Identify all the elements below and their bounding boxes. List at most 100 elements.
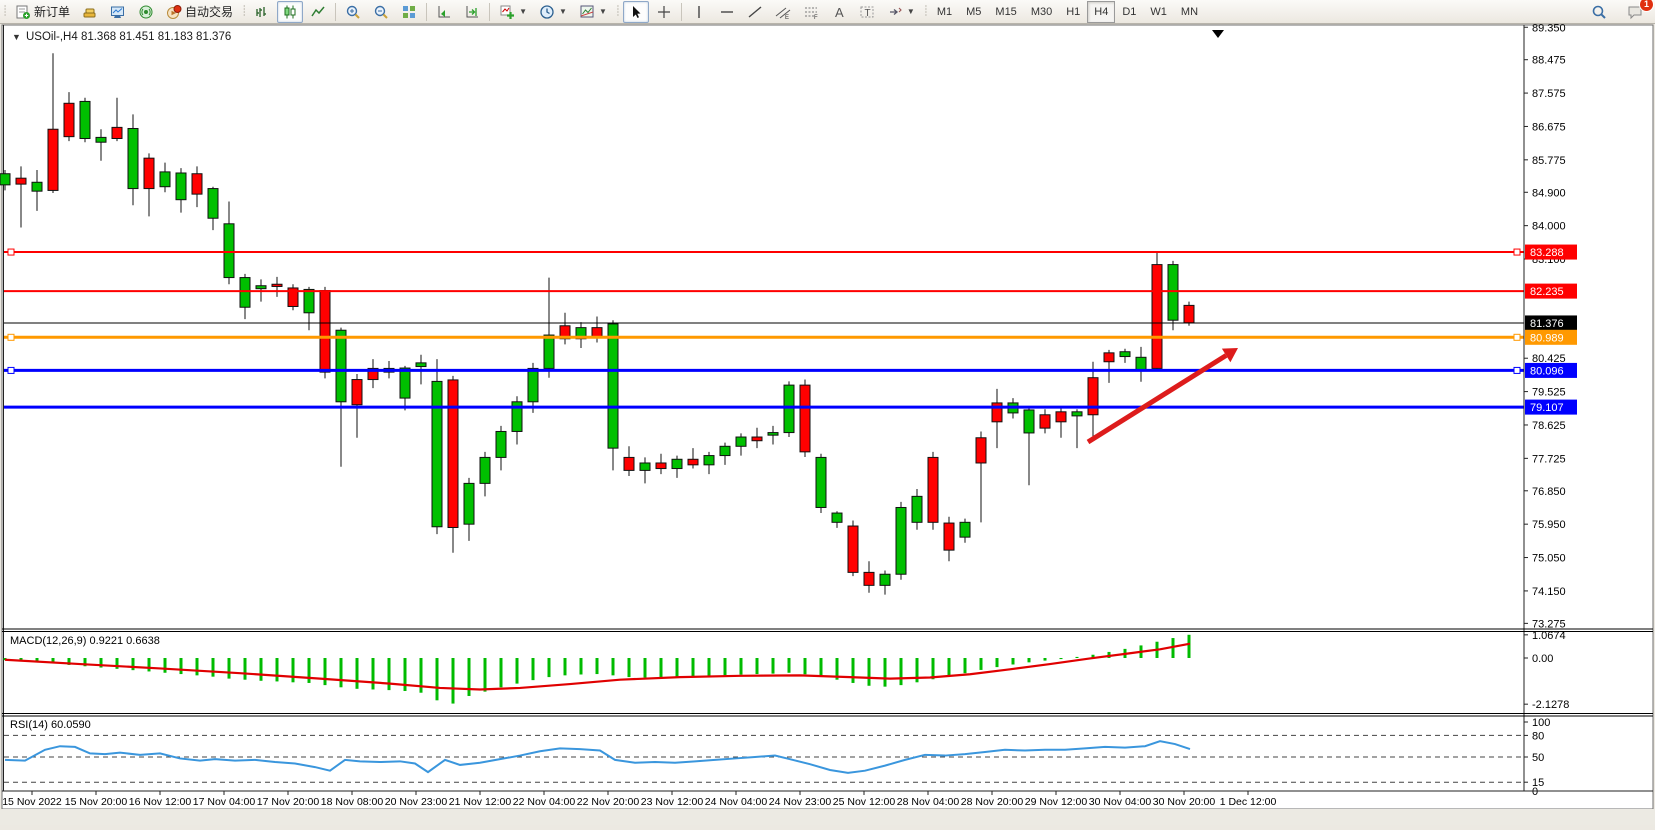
timeframe-H1-button[interactable]: H1 [1066, 5, 1081, 18]
price-badge [1525, 362, 1577, 378]
timeframe-M30-button[interactable]: M30 [1030, 5, 1053, 18]
zoom-in-button[interactable] [340, 1, 366, 23]
hline-objects-layer[interactable] [4, 248, 1524, 409]
chevron-down-icon: ▼ [906, 7, 915, 16]
price-tick-label: 84.900 [1532, 187, 1566, 199]
macd-panel[interactable]: MACD(12,26,9) 0.9221 0.6638 1.0674 0.00 -2.… [3, 630, 1569, 711]
line-handle[interactable] [7, 248, 15, 256]
timeframe-H4-button[interactable]: H4 [1087, 0, 1116, 23]
auto-scroll-button[interactable] [431, 1, 457, 23]
add-indicator-button[interactable]: ▼ [494, 1, 532, 23]
new-order-label: 新订单 [34, 5, 71, 19]
search-button[interactable] [1586, 1, 1612, 23]
shiftend-icon [464, 4, 480, 20]
chart-window[interactable]: ▼ USOil-,H4 81.368 81.451 81.183 81.376 89… [0, 22, 1655, 825]
new-order-button[interactable]: 新订单 [10, 1, 75, 23]
macd-tick-label: 1.0674 [1532, 630, 1566, 642]
clock-icon [539, 4, 555, 20]
bars-icon [254, 4, 270, 20]
arrows-button[interactable]: ▼ [882, 1, 920, 23]
toolbar-separator [426, 2, 428, 21]
timeframe-M1-button[interactable]: M1 [936, 5, 953, 18]
symbol-title: ▼ USOil-,H4 81.368 81.451 81.183 81.376 [12, 31, 231, 43]
time-axis[interactable]: 15 Nov 2022 15 Nov 20:00 16 Nov 12:00 17 No… [2, 790, 1653, 808]
charts-stack-button[interactable] [77, 1, 103, 23]
autotrading-button[interactable]: 自动交易 [161, 1, 238, 23]
search-icon [1591, 4, 1607, 20]
line-handle[interactable] [1513, 248, 1521, 256]
timeframe-W1-button[interactable]: W1 [1150, 5, 1167, 18]
time-axis-label: 17 Nov 20:00 [257, 796, 320, 808]
macd-tick-label: 0.00 [1532, 653, 1553, 665]
line-handle[interactable] [7, 366, 15, 374]
trend-arrow-object[interactable] [1086, 348, 1238, 445]
autotrading-icon [166, 4, 182, 20]
price-badge-label: 79.107 [1530, 402, 1564, 414]
timeframe-M15-button[interactable]: M15 [995, 5, 1017, 18]
text-label-button[interactable]: T [854, 1, 880, 23]
rsi-tick-label: 0 [1532, 786, 1538, 798]
line-handle[interactable] [7, 333, 15, 341]
time-axis-label: 20 Nov 23:00 [385, 796, 448, 808]
time-axis-label: 30 Nov 04:00 [1089, 796, 1152, 808]
time-axis-label: 16 Nov 12:00 [129, 796, 192, 808]
time-axis-label: 24 Nov 04:00 [705, 796, 768, 808]
zoomout-icon [373, 4, 389, 20]
macd-tick-label: -2.1278 [1532, 699, 1569, 711]
price-tick-label: 84.000 [1532, 221, 1566, 233]
chevron-down-icon: ▼ [559, 7, 567, 16]
timeframe-D1-button[interactable]: D1 [1122, 5, 1137, 18]
time-axis-label: 29 Nov 12:00 [1025, 796, 1088, 808]
gold-icon [82, 4, 98, 20]
text-button[interactable]: A [826, 1, 852, 23]
zoom-out-button[interactable] [368, 1, 394, 23]
symbol-dropdown-icon[interactable]: ▼ [12, 32, 21, 42]
symbol-ohlc-line: USOil-,H4 81.368 81.451 81.183 81.376 [26, 31, 231, 43]
chart-canvas[interactable]: ▼ USOil-,H4 81.368 81.451 81.183 81.376 89… [0, 22, 1655, 825]
bar-chart-button[interactable] [249, 1, 275, 23]
addind-icon [499, 4, 515, 20]
tile-windows-button[interactable] [396, 1, 422, 23]
time-axis-label: 21 Nov 12:00 [449, 796, 512, 808]
trendline-button[interactable] [742, 1, 768, 23]
timeframe-M5-button[interactable]: M5 [966, 5, 982, 18]
macd-signal-line [4, 642, 1191, 691]
chart-shift-button[interactable] [459, 1, 485, 23]
tile-icon [401, 4, 417, 20]
template-icon [579, 4, 595, 20]
equidistant-channel-button[interactable]: E [770, 1, 796, 23]
toolbar-separator [489, 2, 491, 21]
price-badge-label: 83.288 [1530, 247, 1564, 259]
cursor-button[interactable] [622, 0, 649, 23]
price-tick-label: 88.475 [1532, 55, 1566, 67]
period-selector-button[interactable]: ▼ [534, 1, 572, 23]
chat-button[interactable]: 1 [1622, 0, 1654, 23]
price-tick-label: 73.275 [1532, 618, 1566, 630]
main-toolbar: ┊ 新订单 自动交易 ┊ ▼ ▼ ▼ ┊ E F A T ▼ ┊ M1 M5 M15 M30 H1 H4 D1 W1 MN 1 [0, 0, 1655, 24]
trendline-icon [747, 4, 763, 20]
autotrading-label: 自动交易 [185, 5, 234, 19]
fibonacci-button[interactable]: F [798, 1, 824, 23]
line-chart-button[interactable] [305, 1, 331, 23]
svg-text:A: A [835, 5, 844, 20]
market-watch-button[interactable] [105, 1, 131, 23]
toolbar-separator [680, 2, 682, 21]
candlestick-chart-button[interactable] [277, 0, 304, 23]
signals-button[interactable] [133, 1, 159, 23]
line-handle[interactable] [1513, 333, 1521, 341]
chart-window-frame [1, 24, 1654, 810]
rsi-tick-label: 80 [1532, 730, 1544, 742]
vertical-line-button[interactable] [686, 1, 712, 23]
timeframe-MN-button[interactable]: MN [1180, 5, 1199, 18]
price-axis[interactable]: 89.350 88.475 87.575 86.675 85.775 84.900 84.0… [1523, 22, 1577, 791]
cursor-icon [628, 4, 644, 20]
autoscroll-icon [436, 4, 452, 20]
templates-button[interactable]: ▼ [574, 1, 612, 23]
crosshair-button[interactable] [651, 1, 677, 23]
price-tick-label: 85.775 [1532, 155, 1566, 167]
price-tick-label: 86.675 [1532, 121, 1566, 133]
chevron-down-icon: ▼ [598, 7, 607, 16]
horizontal-line-button[interactable] [714, 1, 740, 23]
line-handle[interactable] [1513, 366, 1521, 374]
